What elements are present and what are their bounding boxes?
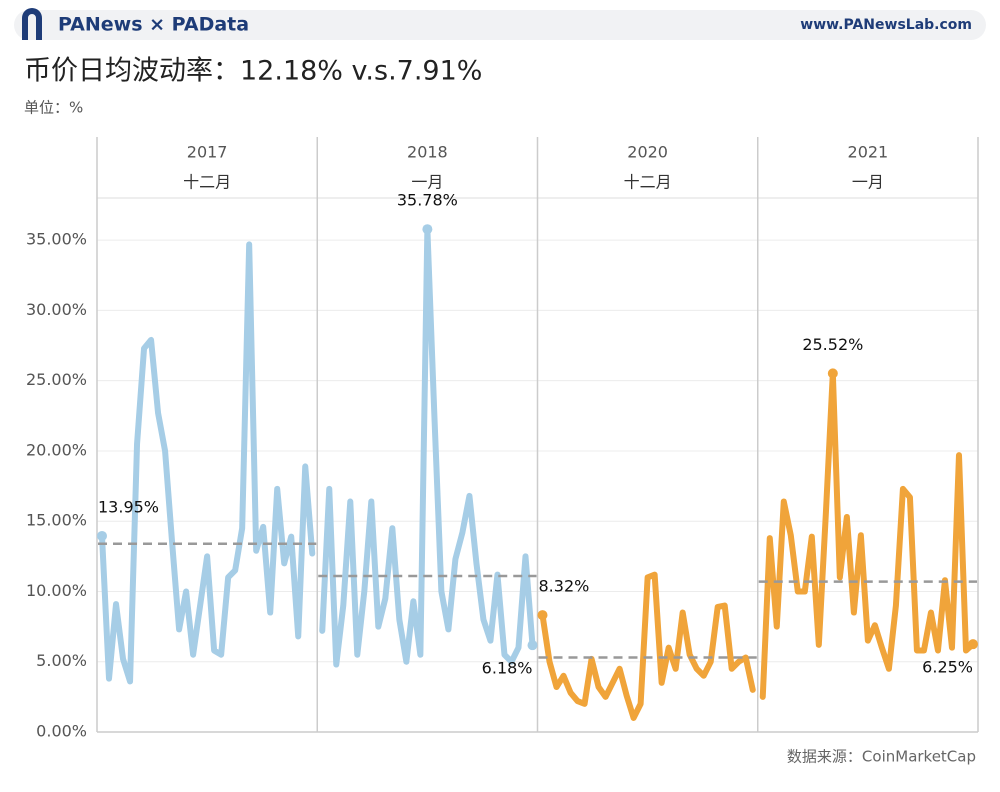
logo [22,8,42,40]
panel-month: 十二月 [624,173,672,192]
title: 币价日均波动率：12.18% v.s.7.91% [24,56,482,87]
y-tick-label: 25.00% [26,370,87,389]
panel-year: 2017 [187,143,228,162]
header-bar [14,10,986,40]
point [968,639,978,650]
point [422,224,433,235]
series-line [99,241,316,685]
y-tick-label: 35.00% [26,230,87,249]
value-label: 35.78% [397,191,458,210]
point [537,610,548,621]
series-line [539,571,756,721]
point [827,368,838,379]
series-line [319,226,536,668]
y-tick-label: 0.00% [36,722,87,741]
y-tick-label: 10.00% [26,581,87,600]
y-tick-label: 30.00% [26,300,87,319]
y-tick-label: 20.00% [26,440,87,459]
panel-year: 2020 [627,143,668,162]
value-label: 25.52% [802,335,863,354]
panel-year: 2018 [407,143,448,162]
panel-month: 一月 [411,173,443,192]
site: www.PANewsLab.com [800,17,972,33]
panel-year: 2021 [848,143,889,162]
panel-month: 一月 [852,173,884,192]
unit: 单位：% [24,99,83,117]
source: 数据来源：CoinMarketCap [787,748,976,766]
point [97,530,107,541]
value-label: 6.18% [482,659,533,678]
value-label: 8.32% [539,577,590,596]
y-tick-label: 5.00% [36,651,87,670]
panel-month: 十二月 [183,173,231,192]
point [527,640,538,651]
y-tick-label: 15.00% [26,511,87,530]
value-label: 13.95% [98,497,159,516]
series-line [759,370,976,700]
value-label: 6.25% [922,658,973,677]
brand: PANews × PAData [58,14,249,36]
